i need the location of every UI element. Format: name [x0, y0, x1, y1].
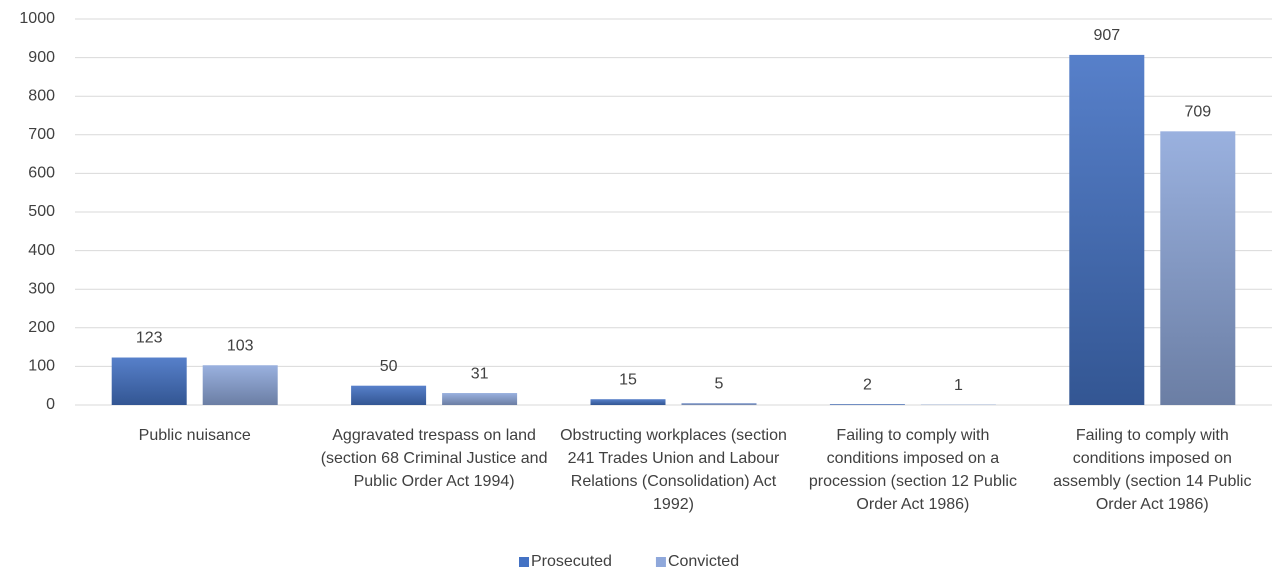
- x-tick-label: Obstructing workplaces (section 241 Trade…: [560, 427, 787, 513]
- y-tick-label: 600: [28, 165, 55, 182]
- y-tick-label: 200: [28, 319, 55, 336]
- data-label: 907: [1093, 27, 1120, 44]
- data-label: 50: [380, 358, 398, 375]
- y-tick-label: 800: [28, 87, 55, 104]
- legend-label: Prosecuted: [531, 553, 612, 570]
- data-label: 123: [136, 330, 163, 347]
- y-tick-label: 0: [46, 396, 55, 413]
- bar: [829, 404, 905, 405]
- legend-label: Convicted: [668, 553, 739, 570]
- legend-swatch: [655, 557, 666, 567]
- bar: [442, 393, 518, 405]
- y-tick-label: 700: [28, 126, 55, 143]
- bar: [1069, 54, 1145, 405]
- y-tick-label: 400: [28, 242, 55, 259]
- bar: [111, 357, 187, 405]
- y-tick-label: 500: [28, 203, 55, 220]
- bar: [1160, 131, 1236, 406]
- data-label: 709: [1184, 104, 1211, 121]
- data-label: 15: [619, 371, 637, 388]
- x-tick-label: Aggravated trespass on land (section 68 C…: [321, 427, 548, 490]
- bar: [202, 365, 278, 405]
- x-tick-label: Failing to comply with conditions imposed…: [809, 427, 1017, 513]
- bar: [590, 399, 666, 405]
- data-label: 1: [954, 377, 963, 394]
- bar: [681, 403, 757, 405]
- x-tick-label: Public nuisance: [139, 427, 251, 444]
- legend-swatch: [519, 557, 529, 567]
- x-tick-label: Failing to comply with conditions imposed…: [1053, 427, 1251, 513]
- data-label: 103: [227, 337, 254, 354]
- data-label: 5: [715, 375, 724, 392]
- data-label: 31: [471, 365, 489, 382]
- y-tick-label: 100: [28, 358, 55, 375]
- y-tick-label: 300: [28, 280, 55, 297]
- y-tick-label: 1000: [19, 10, 55, 27]
- data-label: 2: [863, 376, 872, 393]
- bar: [351, 385, 427, 405]
- y-tick-label: 900: [28, 49, 55, 66]
